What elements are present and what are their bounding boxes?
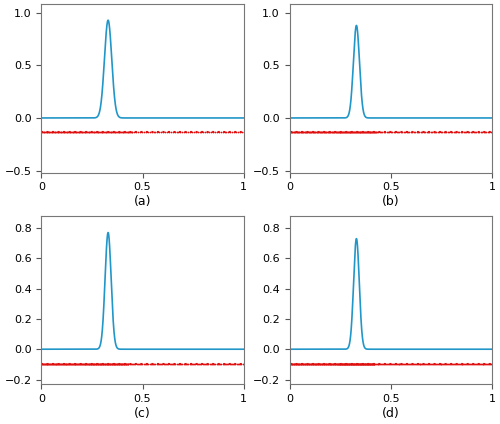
X-axis label: (b): (b) bbox=[382, 195, 400, 208]
X-axis label: (c): (c) bbox=[134, 407, 151, 420]
X-axis label: (a): (a) bbox=[134, 195, 152, 208]
X-axis label: (d): (d) bbox=[382, 407, 400, 420]
